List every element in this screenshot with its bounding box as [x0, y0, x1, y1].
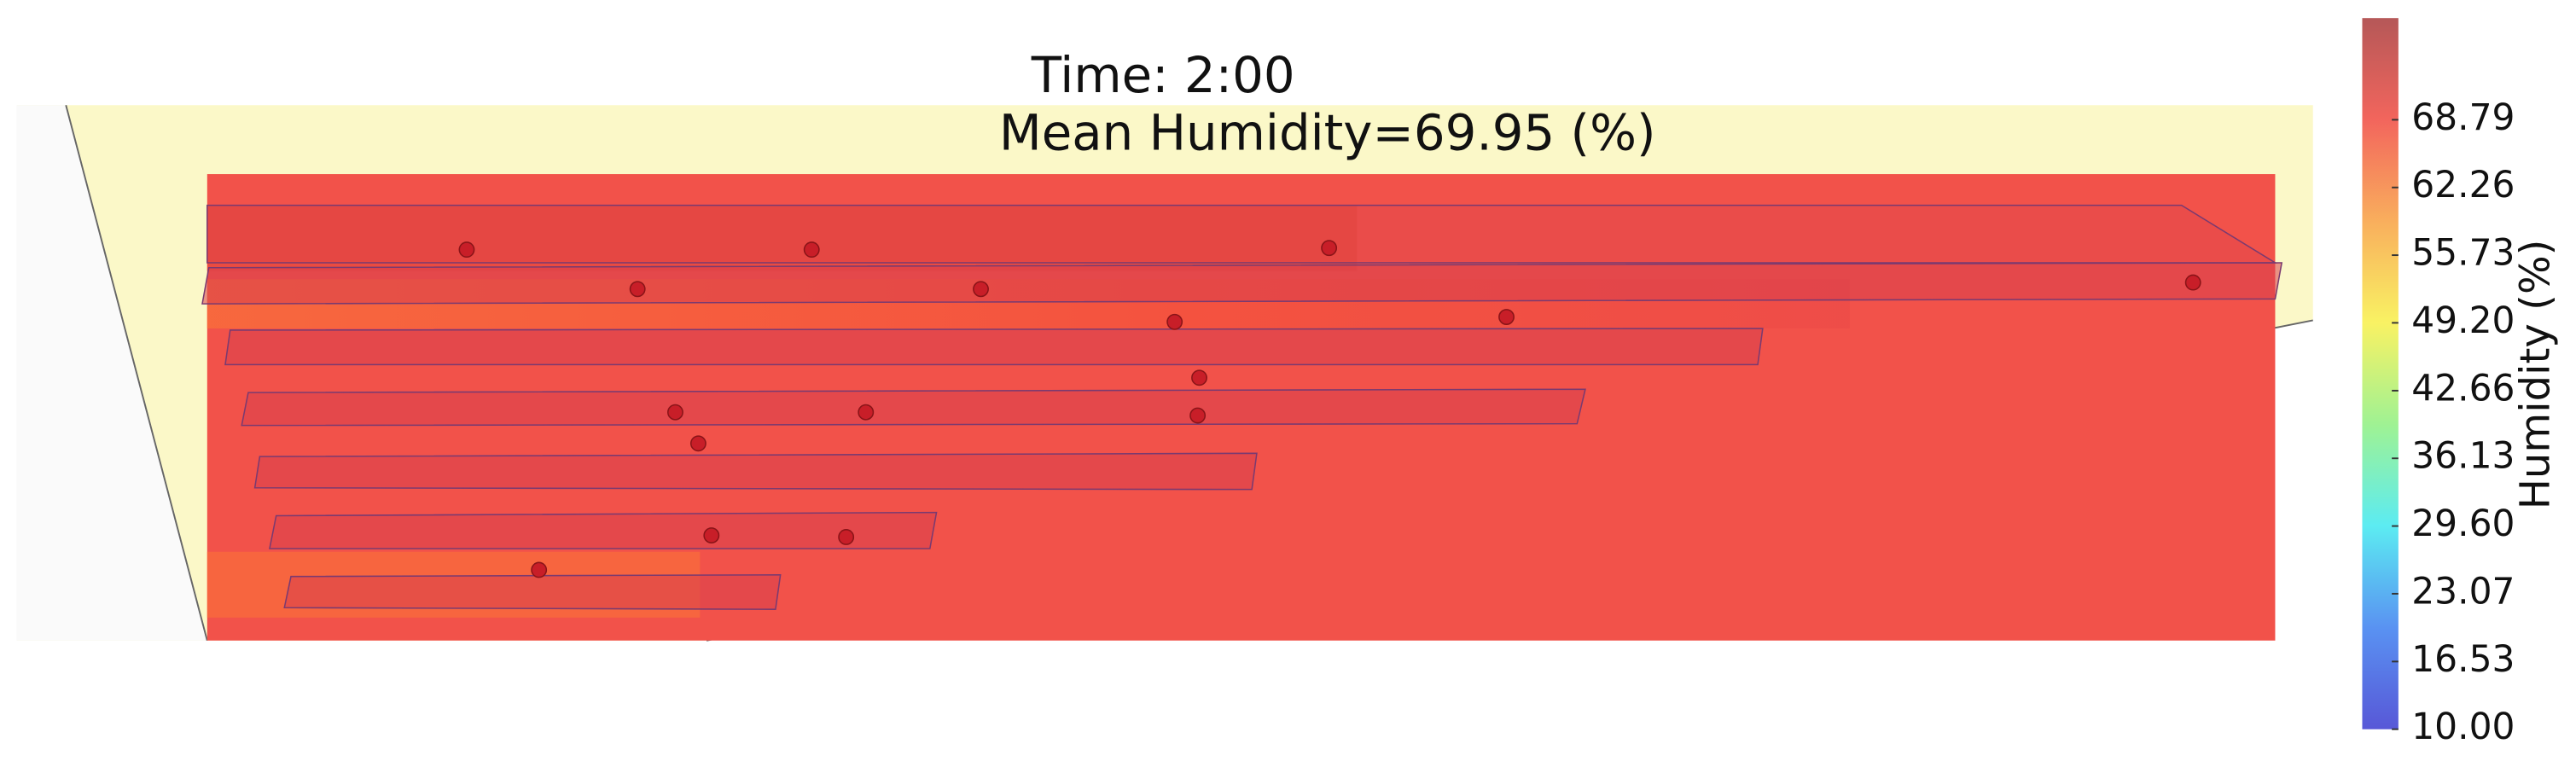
colorbar: [2362, 18, 2399, 729]
shelves: [201, 204, 2283, 610]
colorbar-tick-label: 49.20: [2411, 299, 2515, 341]
colorbar-tick-label: 36.13: [2411, 435, 2515, 477]
colorbar-tick-label: 10.00: [2411, 706, 2515, 747]
colorbar-tick-label: 68.79: [2411, 96, 2515, 138]
room-scene: [16, 104, 2313, 642]
colorbar-label: Humidity (%): [2511, 240, 2559, 510]
chart-title: Time: 2:00: [1031, 46, 1295, 104]
colorbar-tick-label: 55.73: [2411, 232, 2515, 274]
edge: [65, 104, 208, 642]
contour-band: [206, 205, 1358, 271]
chart-subtitle: Mean Humidity=69.95 (%): [999, 103, 1656, 161]
colorbar-tick-label: 29.60: [2411, 503, 2515, 544]
colorbar-tick-label: 16.53: [2411, 638, 2515, 680]
sensors: [458, 240, 2201, 578]
colorbar-tick-label: 23.07: [2411, 570, 2515, 612]
colorbar-tick-label: 42.66: [2411, 367, 2515, 409]
wall: [16, 105, 207, 641]
colorbar-tick-label: 62.26: [2411, 164, 2515, 206]
